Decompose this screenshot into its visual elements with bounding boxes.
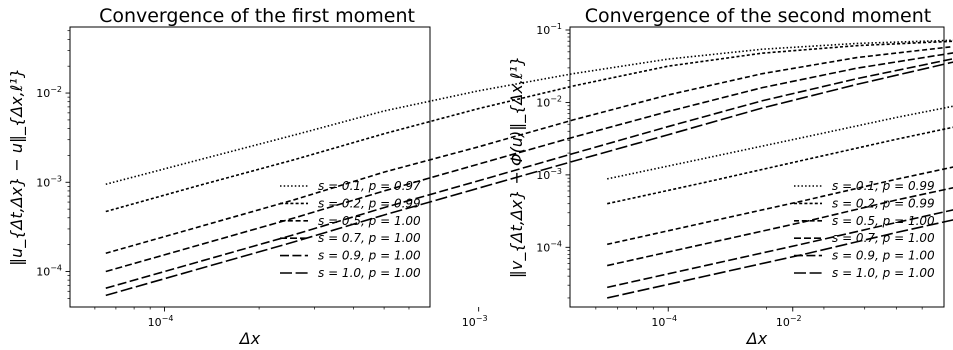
series-line-3 — [607, 166, 953, 246]
series-line-4 — [105, 52, 953, 273]
plot-frame — [569, 26, 945, 308]
x-axis-label: Δx — [238, 329, 261, 348]
legend-entry: s = 0.2, p = 0.99 — [832, 196, 935, 210]
x-tick-label: 10−4 — [148, 314, 174, 329]
legend: s = 0.1, p = 0.99 s = 0.2, p = 0.99 s = 0.… — [794, 179, 935, 280]
series-line-6 — [105, 61, 953, 297]
legend-entry: s = 0.1, p = 0.99 — [832, 179, 935, 193]
legend-entry: s = 0.7, p = 1.00 — [832, 231, 935, 245]
x-tick-label: 10−2 — [776, 314, 802, 329]
legend: s = 0.1, p = 0.97 s = 0.2, p = 0.99 s = 0.… — [280, 179, 421, 280]
series-line-6 — [607, 219, 953, 299]
legend-entry: s = 0.5, p = 1.00 — [832, 214, 935, 228]
y-tick-label: 10−4 — [36, 263, 62, 278]
series-line-2 — [105, 40, 953, 213]
chart-title: Convergence of the second moment — [585, 5, 932, 27]
y-tick-label: 10−3 — [36, 174, 62, 189]
series-line-5 — [607, 209, 953, 289]
legend-entry: s = 1.0, p = 1.00 — [318, 266, 421, 280]
y-tick-label: 10−3 — [536, 167, 562, 182]
chart-title: Convergence of the first moment — [99, 5, 415, 27]
x-tick-label: 10−3 — [462, 314, 488, 329]
legend-entry: s = 0.7, p = 1.00 — [318, 231, 421, 245]
y-axis-label: ‖u_{Δt,Δx} − u‖_{Δx,ℓ¹} — [7, 68, 27, 266]
y-tick-label: 10−2 — [536, 94, 562, 109]
y-tick-label: 10−2 — [36, 85, 62, 100]
y-tick-label: 10−1 — [536, 22, 562, 37]
legend-entry: s = 0.2, p = 0.99 — [318, 196, 421, 210]
legend-entry: s = 0.9, p = 1.00 — [318, 249, 421, 263]
series-line-3 — [105, 45, 953, 255]
legend-entry: s = 0.5, p = 1.00 — [318, 214, 421, 228]
chart-panel-1: Convergence of the first moment 10−4 10−3 1… — [7, 5, 953, 348]
y-tick-label: 10−4 — [536, 239, 562, 254]
x-tick-label: 10−4 — [651, 314, 677, 329]
series-line-2 — [607, 126, 953, 205]
x-axis-label: Δx — [745, 329, 768, 348]
series-line-1 — [607, 105, 953, 180]
series-line-5 — [105, 58, 953, 289]
plot-frame — [69, 26, 431, 308]
series-line-1 — [105, 39, 953, 186]
legend-entry: s = 0.1, p = 0.97 — [318, 179, 421, 193]
legend-entry: s = 1.0, p = 1.00 — [832, 266, 935, 280]
legend-entry: s = 0.9, p = 1.00 — [832, 249, 935, 263]
chart-panel-2: Convergence of the second moment 10−4 10−3… — [507, 5, 953, 348]
y-axis-label: ‖v_{Δt,Δx} − Φ(u)‖_{Δx,ℓ¹} — [507, 56, 527, 278]
